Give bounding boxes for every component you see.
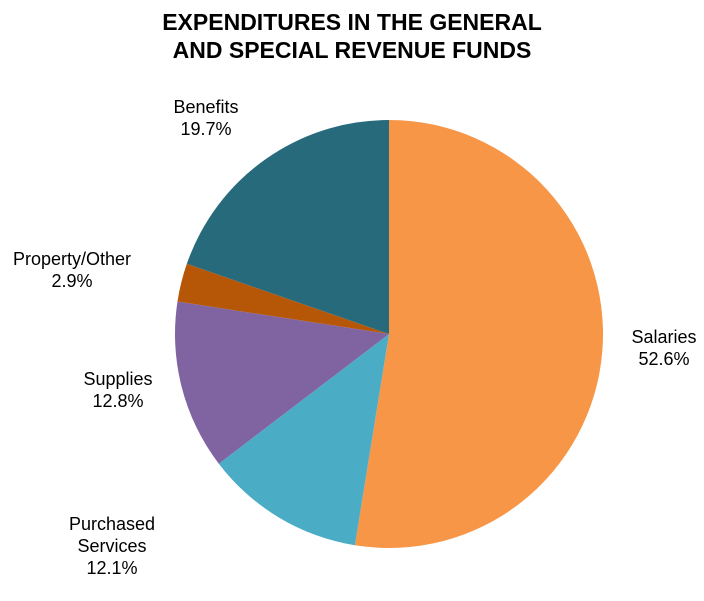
pie-slice-property-other [177, 263, 389, 334]
slice-name-label: Supplies [83, 369, 152, 389]
pie-slice-benefits [186, 120, 389, 334]
slice-value-label: 19.7% [180, 119, 231, 139]
chart-title-line-2: AND SPECIAL REVENUE FUNDS [172, 37, 532, 63]
slice-value-label: 12.1% [86, 558, 137, 578]
data-label-benefits: Benefits 19.7% [173, 97, 238, 139]
data-label-purchased-services: Purchased Services 12.1% [69, 514, 155, 578]
pie-slice-supplies [175, 301, 389, 464]
slice-value-label: 52.6% [638, 349, 689, 369]
chart-title: EXPENDITURES IN THE GENERAL AND SPECIAL … [0, 8, 704, 64]
data-label-salaries: Salaries 52.6% [631, 327, 696, 369]
pie-slice-salaries [354, 120, 604, 548]
slice-value-label: 2.9% [51, 271, 92, 291]
slice-name-label: Salaries [631, 327, 696, 347]
slice-name-label: Property/Other [13, 249, 131, 269]
slice-value-label: 12.8% [92, 391, 143, 411]
slice-name-label: Purchased [69, 514, 155, 534]
data-label-property-other: Property/Other 2.9% [13, 249, 131, 291]
slice-name-label: Services [77, 536, 146, 556]
data-label-supplies: Supplies 12.8% [83, 369, 152, 411]
chart-title-line-1: EXPENDITURES IN THE GENERAL [162, 9, 542, 35]
slice-name-label: Benefits [173, 97, 238, 117]
pie-slice-purchased-services [218, 334, 389, 546]
